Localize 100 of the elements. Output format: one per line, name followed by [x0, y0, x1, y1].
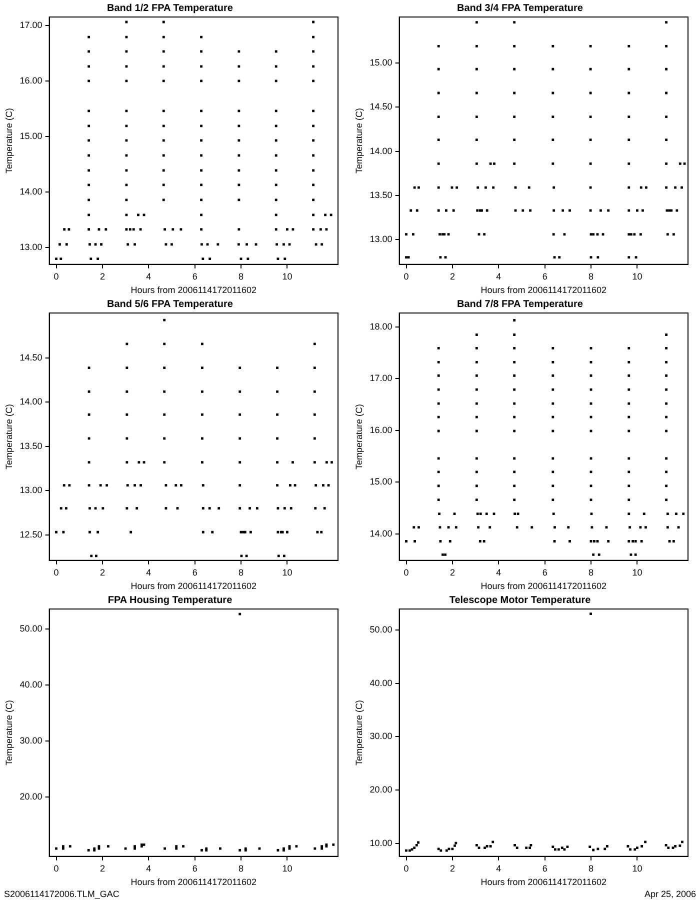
- point: [513, 484, 516, 488]
- point: [628, 138, 630, 142]
- point: [246, 258, 250, 260]
- x-axis-title: Hours from 2006114172011602: [130, 877, 257, 888]
- point: [62, 530, 65, 534]
- point: [88, 169, 90, 172]
- point: [437, 484, 440, 488]
- point: [132, 228, 135, 231]
- point: [437, 116, 440, 118]
- point: [552, 470, 554, 474]
- y-tick-label: 14.00: [20, 396, 42, 407]
- point: [126, 413, 128, 416]
- x-tick-label: 2: [100, 567, 105, 578]
- point: [274, 228, 278, 231]
- point: [560, 846, 564, 850]
- x-tick-label: 8: [238, 567, 244, 578]
- point: [175, 845, 178, 848]
- x-tick-label: 10: [632, 271, 642, 282]
- y-tick-label: 14.00: [370, 146, 392, 156]
- y-tick-label: 15.00: [370, 57, 392, 68]
- point: [284, 258, 286, 260]
- point: [552, 498, 554, 502]
- point: [525, 846, 528, 850]
- point: [439, 256, 442, 259]
- point: [513, 470, 516, 474]
- point: [628, 388, 630, 391]
- chart-title: FPA Housing Temperature: [108, 594, 233, 606]
- point: [238, 80, 240, 82]
- point: [208, 258, 212, 260]
- y-tick-label: 30.00: [20, 736, 42, 746]
- point: [437, 388, 440, 391]
- point: [666, 512, 669, 516]
- point: [552, 68, 554, 70]
- point: [476, 512, 479, 516]
- x-tick-label: 0: [404, 271, 409, 282]
- point: [313, 342, 316, 346]
- point: [437, 360, 440, 364]
- point: [62, 847, 64, 850]
- point: [96, 258, 100, 260]
- point: [437, 470, 440, 474]
- y-tick-label: 13.00: [20, 242, 42, 252]
- y-tick-label: 16.00: [20, 75, 42, 86]
- point: [513, 374, 516, 377]
- x-tick-label: 0: [54, 863, 59, 874]
- point: [664, 844, 668, 846]
- point: [202, 258, 204, 260]
- point: [274, 198, 278, 202]
- x-tick-label: 2: [100, 271, 105, 282]
- point: [286, 530, 288, 534]
- point: [320, 847, 324, 850]
- point: [552, 116, 554, 118]
- point: [316, 530, 319, 534]
- point: [162, 184, 165, 186]
- y-axis-title: Temperature (C): [4, 700, 14, 766]
- point: [63, 228, 66, 231]
- point: [88, 184, 90, 186]
- point: [628, 68, 630, 70]
- point: [475, 21, 478, 24]
- point: [413, 846, 416, 850]
- point: [682, 512, 685, 516]
- point: [628, 512, 630, 516]
- point: [314, 847, 316, 850]
- point: [667, 846, 670, 850]
- point: [164, 243, 168, 246]
- x-axis-title: Hours from 2006114172011602: [130, 285, 257, 296]
- x-tick-label: 2: [450, 271, 455, 282]
- point: [596, 848, 600, 850]
- point: [628, 346, 630, 350]
- point: [286, 228, 288, 231]
- point: [88, 139, 90, 142]
- point: [513, 388, 516, 391]
- point: [475, 844, 478, 846]
- point: [513, 360, 516, 364]
- y-tick-label: 50.00: [20, 624, 42, 634]
- y-tick-label: 50.00: [370, 624, 392, 634]
- point: [88, 154, 90, 157]
- x-tick-label: 2: [100, 863, 105, 874]
- x-tick-label: 4: [146, 567, 152, 578]
- x-tick-label: 8: [238, 863, 244, 874]
- point: [407, 256, 410, 259]
- point: [163, 461, 166, 464]
- point: [437, 162, 440, 165]
- point: [126, 390, 128, 393]
- point: [88, 80, 90, 82]
- point: [642, 512, 646, 516]
- point: [437, 374, 440, 377]
- point: [332, 843, 335, 846]
- point: [274, 214, 278, 216]
- point: [238, 198, 240, 202]
- point: [320, 243, 324, 246]
- point: [678, 162, 682, 165]
- point: [628, 44, 630, 48]
- point: [128, 228, 132, 231]
- x-tick-label: 8: [588, 271, 594, 282]
- point: [274, 80, 278, 82]
- point: [639, 233, 642, 236]
- point: [479, 512, 482, 516]
- y-tick-label: 12.50: [20, 529, 42, 540]
- point: [88, 228, 90, 231]
- point: [126, 342, 128, 346]
